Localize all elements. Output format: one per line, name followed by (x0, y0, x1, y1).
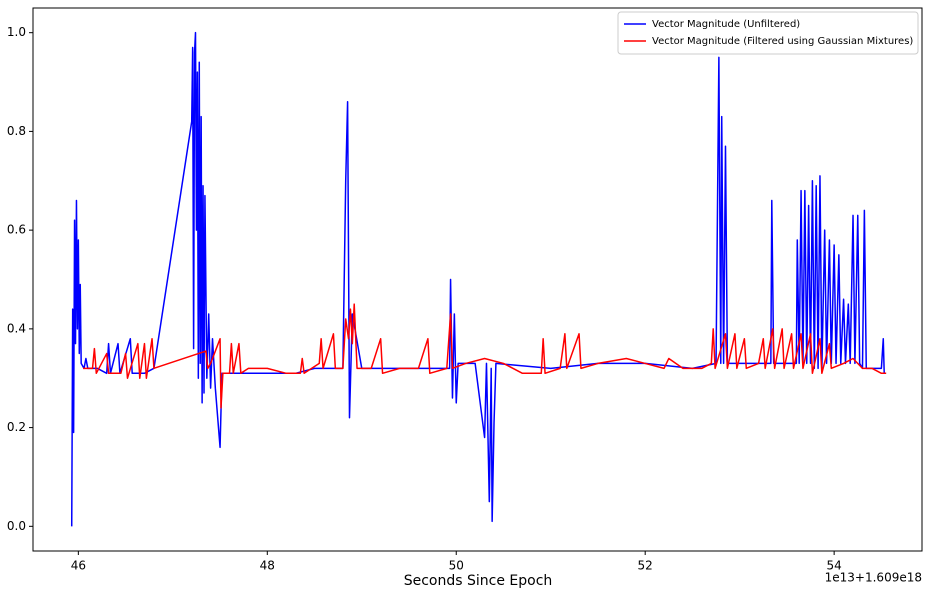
x-tick-label: 54 (826, 559, 841, 573)
y-tick-label: 0.8 (7, 124, 26, 138)
legend-label: Vector Magnitude (Filtered using Gaussia… (652, 36, 913, 47)
legend-label: Vector Magnitude (Unfiltered) (652, 19, 800, 30)
x-tick-label: 50 (449, 559, 464, 573)
data-line (70, 31, 887, 527)
y-tick-label: 0.0 (7, 519, 26, 533)
y-tick-label: 0.2 (7, 420, 26, 434)
x-tick-label: 52 (638, 559, 653, 573)
x-offset-label: 1e13+1.609e18 (825, 571, 922, 585)
x-tick-label: 46 (71, 559, 86, 573)
data-line (83, 303, 887, 409)
y-tick-label: 0.4 (7, 321, 26, 335)
legend-box (617, 11, 919, 55)
y-tick-label: 1.0 (7, 25, 26, 39)
y-tick-label: 0.6 (7, 223, 26, 237)
plot-frame (32, 7, 923, 552)
x-axis-label: Seconds Since Epoch (404, 573, 553, 589)
x-tick-label: 48 (260, 559, 275, 573)
